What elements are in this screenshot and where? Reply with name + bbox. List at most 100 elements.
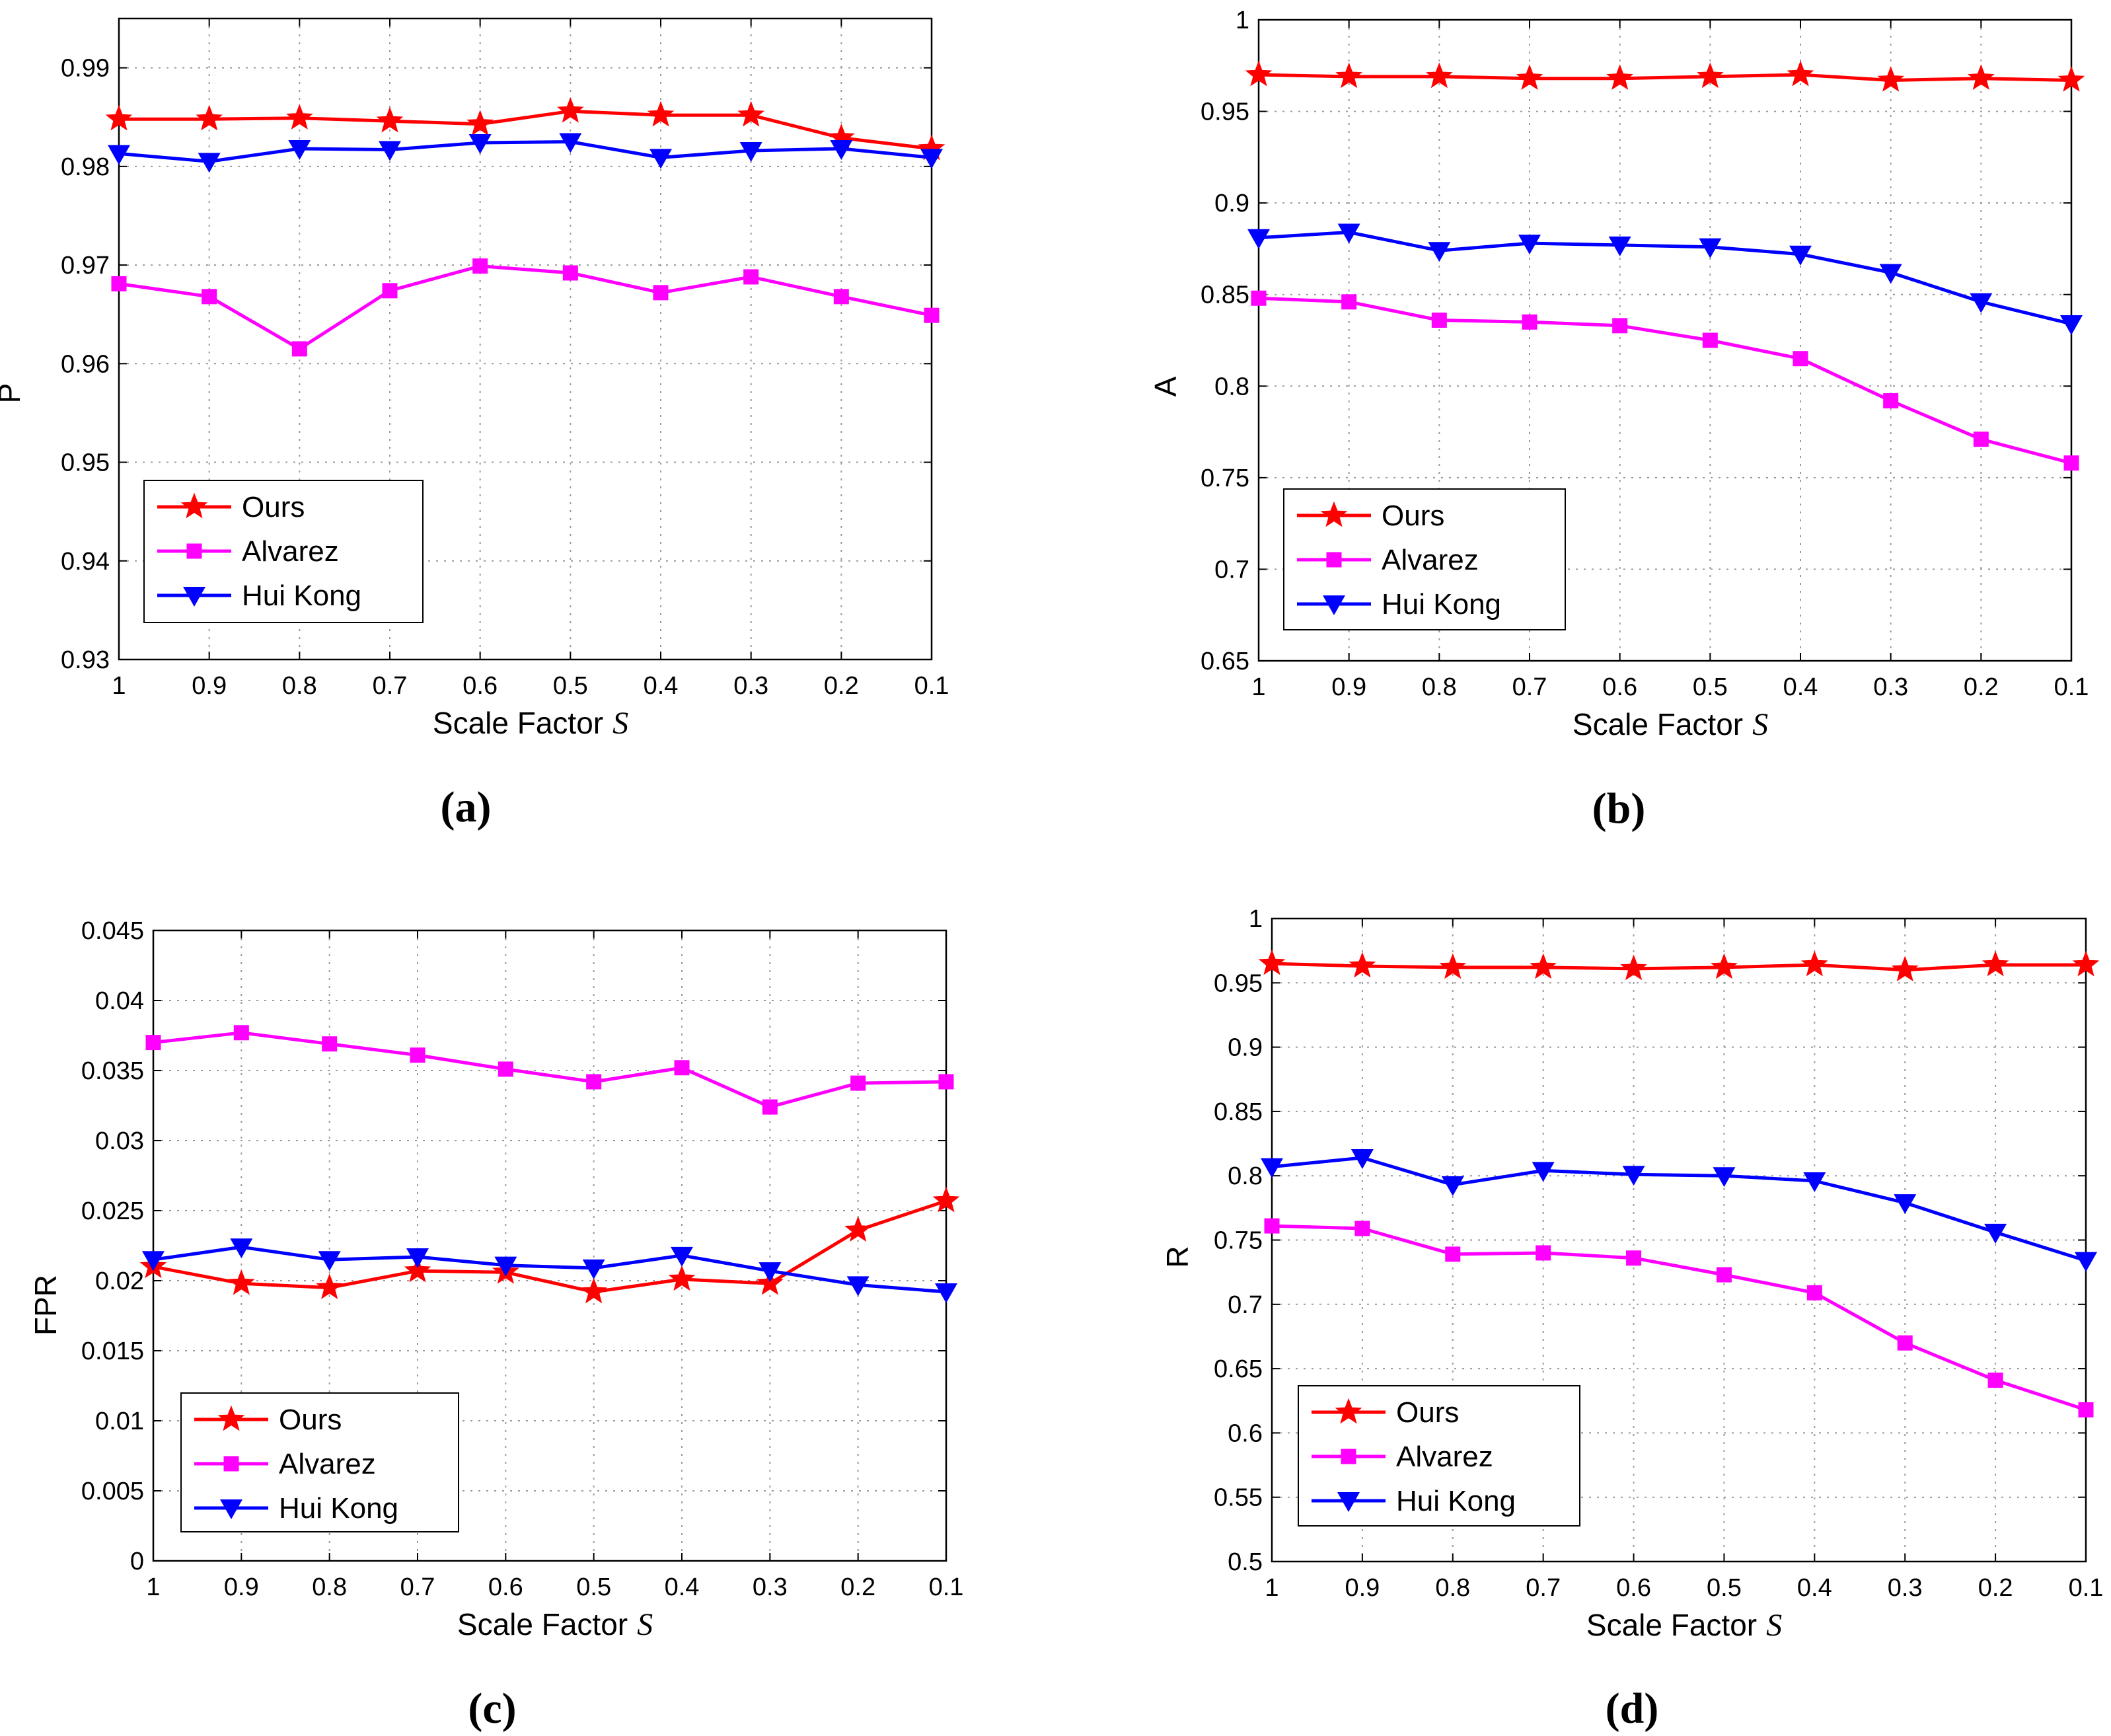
data-point-ours xyxy=(932,1186,960,1213)
legend-marker-huikong xyxy=(1337,1492,1360,1512)
y-tick-label: 0.04 xyxy=(95,987,144,1015)
x-tick-label: 0.2 xyxy=(840,1573,875,1601)
data-point-ours xyxy=(1967,64,1995,91)
series-huikong xyxy=(1247,223,2083,336)
y-tick-label: 0.7 xyxy=(1228,1291,1263,1319)
x-tick-label: 0.7 xyxy=(1512,673,1547,701)
y-tick-label: 0.025 xyxy=(81,1197,144,1225)
data-point-alvarez xyxy=(111,276,127,291)
y-tick-label: 0.97 xyxy=(61,252,110,280)
y-tick-label: 0.9 xyxy=(1214,190,1249,217)
x-tick-label: 0.5 xyxy=(576,1573,611,1601)
series-line-huikong xyxy=(153,1245,947,1294)
data-point-alvarez xyxy=(202,289,217,305)
x-axis-label-variable: S xyxy=(637,1607,653,1642)
x-axis-label-text: Scale Factor xyxy=(1586,1608,1757,1642)
data-point-alvarez xyxy=(322,1036,338,1052)
data-point-huikong xyxy=(1428,242,1451,262)
y-tick-label: 0.95 xyxy=(1201,98,1249,126)
y-tick-label: 0.75 xyxy=(1201,465,1249,492)
data-point-ours xyxy=(1620,954,1647,981)
legend-label-alvarez: Alvarez xyxy=(1382,544,1479,576)
data-point-alvarez xyxy=(291,341,307,357)
legend-label-ours: Ours xyxy=(1382,500,1444,532)
data-point-huikong xyxy=(2075,1252,2097,1272)
data-point-ours xyxy=(1425,62,1453,89)
data-point-ours xyxy=(227,1269,255,1295)
y-tick-label: 0.005 xyxy=(81,1478,144,1505)
data-point-alvarez xyxy=(1536,1245,1551,1261)
data-point-ours xyxy=(1439,953,1467,979)
data-point-ours xyxy=(316,1273,344,1299)
y-tick-label: 0.94 xyxy=(61,548,110,576)
x-tick-label: 0.1 xyxy=(914,672,949,700)
series-line-alvarez xyxy=(1271,1224,2087,1412)
x-tick-label: 0.3 xyxy=(753,1573,788,1601)
x-tick-label: 0.1 xyxy=(2054,673,2089,701)
data-point-huikong xyxy=(739,141,762,162)
data-point-alvarez xyxy=(653,285,669,301)
data-point-alvarez xyxy=(410,1047,426,1063)
x-tick-label: 0.7 xyxy=(400,1573,435,1601)
y-axis-label: FPR xyxy=(28,1275,63,1336)
data-point-ours xyxy=(1349,952,1376,978)
legend-marker-huikong xyxy=(220,1499,242,1519)
data-point-ours xyxy=(1606,64,1634,91)
data-point-huikong xyxy=(1879,264,1902,284)
legend-marker-ours xyxy=(1320,501,1348,527)
data-point-ours xyxy=(668,1265,696,1291)
data-point-alvarez xyxy=(1626,1250,1642,1266)
data-point-ours xyxy=(285,104,313,130)
data-point-huikong xyxy=(198,153,221,173)
x-tick-label: 0.3 xyxy=(1888,1574,1923,1602)
data-point-alvarez xyxy=(2063,455,2079,471)
y-tick-label: 0.95 xyxy=(1214,969,1263,997)
y-tick-label: 0.85 xyxy=(1214,1098,1263,1126)
y-tick-label: 0.9 xyxy=(1228,1034,1263,1062)
series-line-huikong xyxy=(1271,1156,2087,1262)
data-point-alvarez xyxy=(586,1074,602,1090)
x-tick-label: 0.4 xyxy=(1783,673,1818,701)
data-point-alvarez xyxy=(1806,1285,1822,1301)
data-point-ours xyxy=(1245,60,1273,87)
data-point-alvarez xyxy=(1973,432,1989,447)
series-ours xyxy=(1258,949,2100,982)
data-point-ours xyxy=(1696,62,1724,89)
data-point-alvarez xyxy=(850,1075,866,1091)
series-alvarez xyxy=(111,258,940,357)
x-tick-label: 1 xyxy=(1251,673,1265,701)
y-axis-label: P xyxy=(0,383,26,404)
data-point-ours xyxy=(404,1256,431,1283)
data-point-huikong xyxy=(559,133,582,153)
data-point-ours xyxy=(196,104,223,131)
data-point-huikong xyxy=(1261,1158,1283,1178)
legend-label-huikong: Hui Kong xyxy=(242,580,361,612)
x-tick-label: 0.6 xyxy=(488,1573,523,1601)
y-tick-label: 0.03 xyxy=(95,1127,144,1155)
x-axis-label-text: Scale Factor xyxy=(457,1607,628,1642)
data-point-huikong xyxy=(318,1251,341,1271)
x-tick-label: 0.5 xyxy=(1693,673,1728,701)
series-alvarez xyxy=(1251,290,2079,471)
series-line-alvarez xyxy=(153,1031,947,1109)
y-tick-label: 0.6 xyxy=(1228,1419,1263,1447)
data-point-alvarez xyxy=(1522,314,1537,330)
legend-marker-ours xyxy=(217,1405,245,1431)
data-point-alvarez xyxy=(1702,332,1718,348)
x-tick-label: 0.6 xyxy=(1602,673,1637,701)
x-tick-label: 0.8 xyxy=(282,672,317,700)
x-tick-label: 0.6 xyxy=(463,672,498,700)
series-line-alvarez xyxy=(1258,296,2072,465)
legend: Ours Alvarez Hui Kong xyxy=(143,480,424,623)
data-point-alvarez xyxy=(145,1035,161,1051)
data-point-huikong xyxy=(1803,1172,1826,1192)
data-point-huikong xyxy=(1532,1162,1555,1182)
data-point-ours xyxy=(376,106,404,133)
panel-caption: (b) xyxy=(1592,784,1646,833)
legend-label-huikong: Hui Kong xyxy=(1396,1485,1516,1517)
y-tick-label: 0.96 xyxy=(61,350,110,378)
data-point-huikong xyxy=(759,1262,782,1283)
data-point-alvarez xyxy=(674,1060,690,1076)
x-axis-label-text: Scale Factor xyxy=(433,706,603,740)
legend-marker-alvarez xyxy=(186,543,202,559)
